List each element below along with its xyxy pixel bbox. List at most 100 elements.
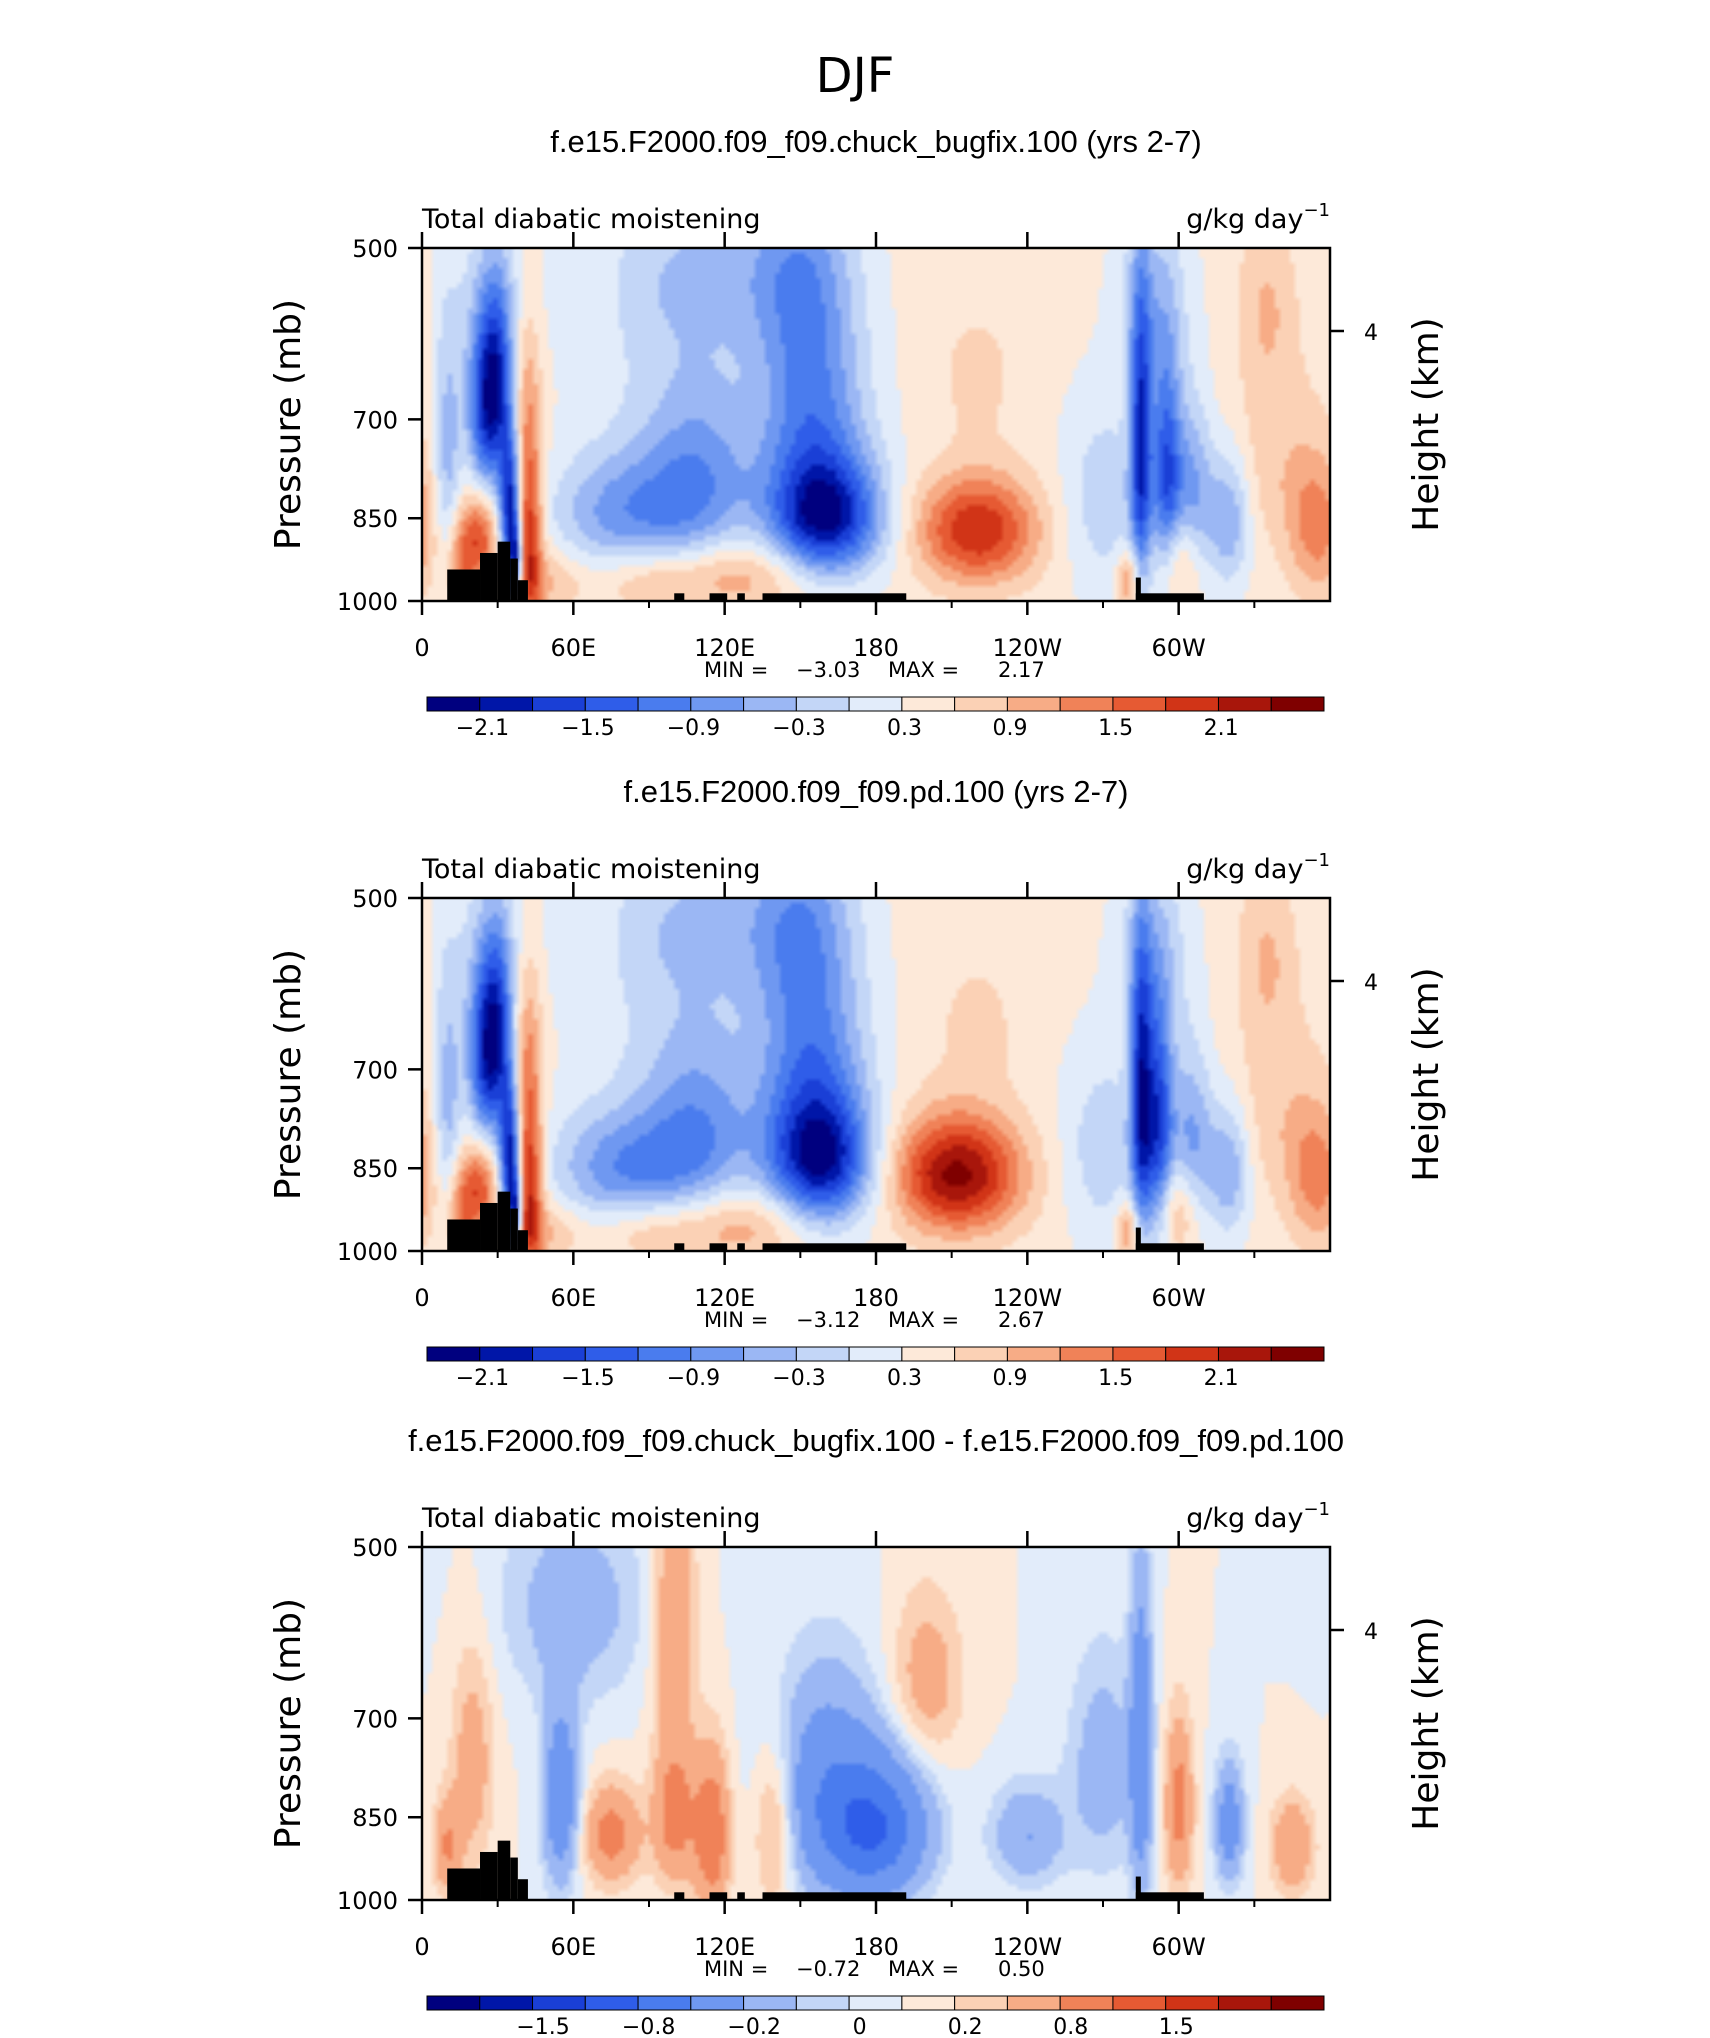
colorbar-swatch	[637, 696, 692, 712]
colorbar-swatch	[1217, 696, 1272, 712]
colorbar-swatch	[690, 1995, 745, 2011]
y-tick-label: 850	[352, 1804, 398, 1832]
x-tick-label: 180	[853, 1933, 899, 1961]
max-label: MAX =	[888, 1308, 959, 1332]
colorbar-tick-label: −1.5	[561, 716, 614, 741]
contour-field	[422, 898, 1330, 1251]
panel-1: f.e15.F2000.f09_f09.chuck_bugfix.100 (yr…	[268, 124, 1447, 741]
colorbar-swatch	[479, 1346, 534, 1362]
y2-axis-label: Height (km)	[1406, 1616, 1447, 1830]
colorbar-tick-label: −0.3	[772, 1366, 825, 1391]
colorbar-swatch	[690, 1346, 745, 1362]
max-value: 0.50	[998, 1957, 1045, 1981]
colorbar-tick-label: 2.1	[1204, 1366, 1239, 1391]
colorbar-swatch	[795, 1995, 850, 2011]
colorbar-swatch	[1059, 1346, 1114, 1362]
x-tick-label: 0	[414, 1284, 429, 1312]
colorbar-swatch	[584, 696, 639, 712]
colorbar-swatch	[1112, 1995, 1167, 2011]
min-value: −0.72	[796, 1957, 860, 1981]
x-tick-label: 120E	[694, 1933, 755, 1961]
colorbar-swatch	[690, 696, 745, 712]
colorbar-swatch	[795, 696, 850, 712]
y-tick-label: 850	[352, 1155, 398, 1183]
y2-axis-label: Height (km)	[1406, 967, 1447, 1181]
colorbar-swatch	[743, 1346, 797, 1362]
colorbar-tick-label: 0.8	[1053, 2015, 1088, 2038]
colorbar-tick-label: −0.3	[772, 716, 825, 741]
colorbar-swatch	[848, 1995, 903, 2011]
x-tick-label: 60E	[550, 1284, 596, 1312]
colorbar-swatch	[532, 696, 586, 712]
colorbar-tick-label: 0.2	[948, 2015, 983, 2038]
colorbar-swatch	[532, 1995, 586, 2011]
y2-tick-label: 4	[1364, 321, 1378, 346]
x-tick-label: 120E	[694, 1284, 755, 1312]
colorbar-swatch	[426, 696, 481, 712]
colorbar-swatch	[743, 696, 797, 712]
colorbar-swatch	[901, 1995, 956, 2011]
land-mask	[447, 1191, 1204, 1251]
colorbar-swatch	[743, 1995, 797, 2011]
colorbar-swatch	[1059, 1995, 1114, 2011]
colorbar-swatch	[901, 1346, 956, 1362]
y-axis-label: Pressure (mb)	[268, 1598, 309, 1849]
colorbar-tick-label: −0.8	[622, 2015, 675, 2038]
colorbar-swatch	[584, 1346, 639, 1362]
x-tick-label: 60W	[1152, 1284, 1206, 1312]
colorbar-tick-label: −0.2	[727, 2015, 780, 2038]
colorbar-swatch	[1165, 1995, 1219, 2011]
colorbar-swatch	[901, 696, 956, 712]
colorbar-swatch	[954, 1346, 1008, 1362]
panel-title: f.e15.F2000.f09_f09.chuck_bugfix.100 - f…	[408, 1423, 1344, 1458]
x-tick-label: 120E	[694, 634, 755, 662]
x-tick-label: 180	[853, 1284, 899, 1312]
colorbar: −1.5 −0.8 −0.2 0 0.2 0.8 1.5	[426, 1995, 1325, 2038]
land-mask	[447, 541, 1204, 601]
x-tick-label: 120W	[993, 1284, 1063, 1312]
colorbar-tick-label: 1.5	[1159, 2015, 1194, 2038]
colorbar-swatch	[1006, 1995, 1061, 2011]
units-label: g/kg day−1	[1186, 1499, 1330, 1534]
colorbar-tick-label: −1.5	[561, 1366, 614, 1391]
units-label: g/kg day−1	[1186, 850, 1330, 885]
panel-2: f.e15.F2000.f09_f09.pd.100 (yrs 2-7) Tota…	[268, 774, 1447, 1391]
colorbar-tick-label: −0.9	[667, 716, 720, 741]
season-title: DJF	[816, 48, 895, 104]
colorbar-tick-label: 0	[853, 2015, 867, 2038]
y-tick-label: 1000	[337, 1238, 398, 1266]
min-value: −3.03	[796, 658, 860, 682]
colorbar-tick-label: 1.5	[1098, 716, 1133, 741]
colorbar-swatch	[479, 696, 534, 712]
colorbar-swatch	[1165, 696, 1219, 712]
y2-tick-label: 4	[1364, 971, 1378, 996]
max-value: 2.17	[998, 658, 1045, 682]
colorbar-swatch	[1217, 1995, 1272, 2011]
panel-3: f.e15.F2000.f09_f09.chuck_bugfix.100 - f…	[268, 1423, 1447, 2038]
x-tick-label: 0	[414, 1933, 429, 1961]
x-tick-label: 60W	[1152, 1933, 1206, 1961]
colorbar-swatch	[1217, 1346, 1272, 1362]
colorbar-swatch	[426, 1346, 481, 1362]
y-axis-label: Pressure (mb)	[268, 949, 309, 1200]
colorbar-swatch	[1112, 696, 1167, 712]
colorbar-tick-label: 0.3	[887, 1366, 922, 1391]
colorbar-tick-label: 0.9	[993, 716, 1028, 741]
x-tick-label: 60W	[1152, 634, 1206, 662]
colorbar-tick-label: 1.5	[1098, 1366, 1133, 1391]
max-label: MAX =	[888, 1957, 959, 1981]
y-axis-label: Pressure (mb)	[268, 299, 309, 550]
colorbar-swatch	[426, 1995, 481, 2011]
y-tick-label: 500	[352, 1534, 398, 1562]
colorbar-swatch	[954, 1995, 1008, 2011]
max-value: 2.67	[998, 1308, 1045, 1332]
land-mask	[447, 1840, 1204, 1900]
colorbar-swatch	[795, 1346, 850, 1362]
colorbar-swatch	[848, 1346, 903, 1362]
y-tick-label: 1000	[337, 588, 398, 616]
contour-field	[422, 248, 1330, 601]
colorbar-swatch	[1112, 1346, 1167, 1362]
colorbar-tick-label: 2.1	[1204, 716, 1239, 741]
x-tick-label: 0	[414, 634, 429, 662]
